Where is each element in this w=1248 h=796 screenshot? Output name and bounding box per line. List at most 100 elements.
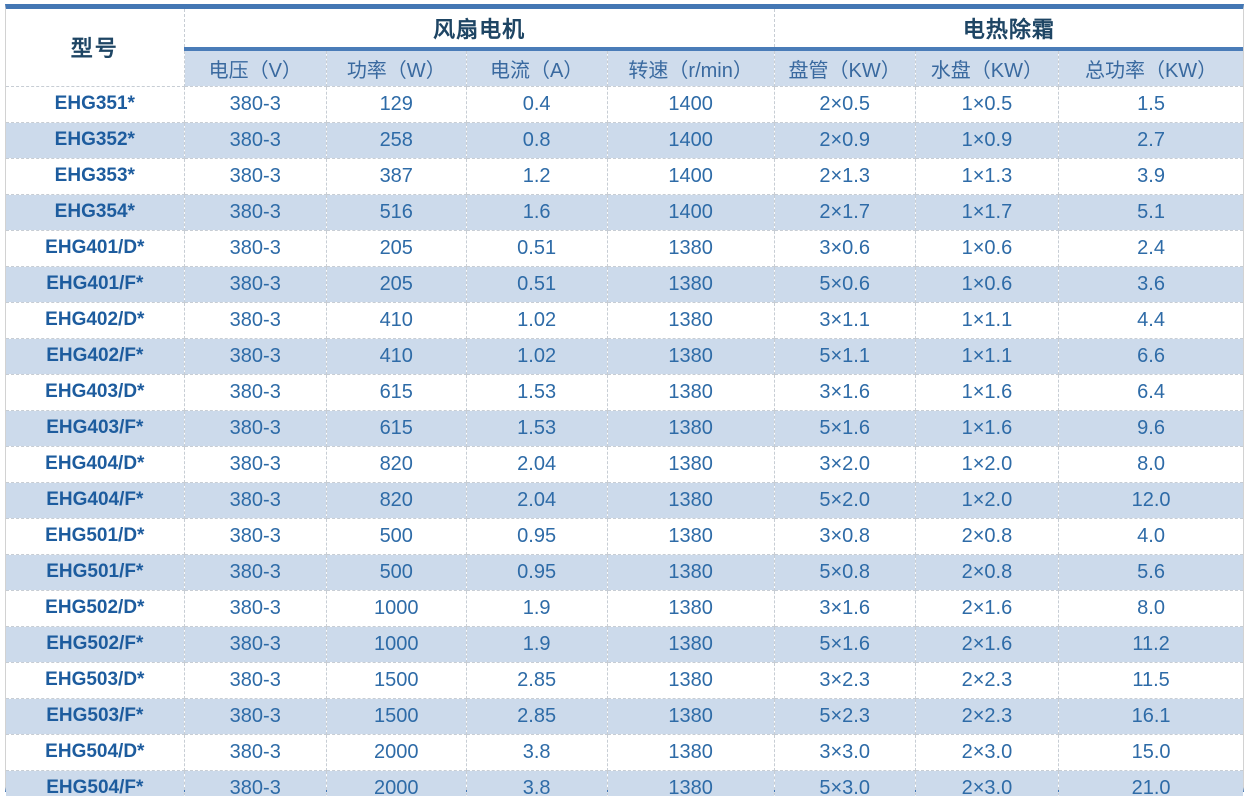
value-cell: 3×1.1 (773, 301, 916, 339)
table-frame: 型号 风扇电机 电热除霜 电压（V） 功率（W） 电流（A） 转速（r/min）… (5, 4, 1244, 796)
value-cell: 16.1 (1058, 697, 1243, 735)
value-cell: 1×0.5 (914, 85, 1060, 123)
model-cell: EHG354* (6, 193, 185, 231)
value-cell: 2×1.7 (773, 193, 916, 231)
value-cell: 1380 (606, 373, 775, 411)
value-cell: 11.5 (1058, 661, 1243, 699)
model-cell: EHG352* (6, 121, 185, 159)
table-row: EHG502/F* 380-3 1000 1.9 1380 5×1.6 2×1.6 11.2 (6, 625, 1243, 663)
table-row: EHG401/D* 380-3 205 0.51 1380 3×0.6 1×0.6 2.4 (6, 229, 1243, 267)
value-cell: 380-3 (183, 445, 327, 483)
value-cell: 380-3 (183, 301, 327, 339)
value-cell: 1380 (606, 589, 775, 627)
value-cell: 1500 (325, 661, 467, 699)
value-cell: 1×2.0 (914, 445, 1060, 483)
value-cell: 1380 (606, 481, 775, 519)
value-cell: 3×1.6 (773, 589, 916, 627)
value-cell: 1380 (606, 301, 775, 339)
value-cell: 380-3 (183, 85, 327, 123)
value-cell: 410 (325, 301, 467, 339)
value-cell: 6.4 (1058, 373, 1243, 411)
table-row: EHG402/D* 380-3 410 1.02 1380 3×1.1 1×1.1 4.4 (6, 301, 1243, 339)
value-cell: 1380 (606, 661, 775, 699)
model-cell: EHG402/D* (6, 301, 185, 339)
value-cell: 2×2.3 (914, 697, 1060, 735)
model-cell: EHG401/F* (6, 265, 185, 303)
table-row: EHG504/F* 380-3 2000 3.8 1380 5×3.0 2×3.0 21.0 (6, 769, 1243, 796)
value-cell: 2×0.8 (914, 553, 1060, 591)
value-cell: 8.0 (1058, 589, 1243, 627)
value-cell: 8.0 (1058, 445, 1243, 483)
value-cell: 5×2.0 (773, 481, 916, 519)
column-header-drain-pan: 水盘（KW） (914, 48, 1060, 87)
value-cell: 1×1.6 (914, 373, 1060, 411)
value-cell: 387 (325, 157, 467, 195)
value-cell: 3×0.8 (773, 517, 916, 555)
value-cell: 1.53 (465, 409, 608, 447)
value-cell: 820 (325, 445, 467, 483)
value-cell: 380-3 (183, 409, 327, 447)
value-cell: 380-3 (183, 553, 327, 591)
value-cell: 1380 (606, 445, 775, 483)
value-cell: 2×0.9 (773, 121, 916, 159)
value-cell: 1.9 (465, 625, 608, 663)
value-cell: 2.7 (1058, 121, 1243, 159)
table-row: EHG352* 380-3 258 0.8 1400 2×0.9 1×0.9 2.7 (6, 121, 1243, 159)
value-cell: 3×3.0 (773, 733, 916, 771)
value-cell: 1380 (606, 553, 775, 591)
value-cell: 2×1.6 (914, 589, 1060, 627)
value-cell: 2×0.5 (773, 85, 916, 123)
value-cell: 12.0 (1058, 481, 1243, 519)
value-cell: 3.6 (1058, 265, 1243, 303)
value-cell: 3×0.6 (773, 229, 916, 267)
value-cell: 4.4 (1058, 301, 1243, 339)
value-cell: 1380 (606, 337, 775, 375)
value-cell: 380-3 (183, 373, 327, 411)
value-cell: 1.53 (465, 373, 608, 411)
value-cell: 1.02 (465, 337, 608, 375)
value-cell: 5×0.6 (773, 265, 916, 303)
value-cell: 615 (325, 409, 467, 447)
value-cell: 11.2 (1058, 625, 1243, 663)
value-cell: 2×1.6 (914, 625, 1060, 663)
value-cell: 1380 (606, 625, 775, 663)
table-row: EHG404/D* 380-3 820 2.04 1380 3×2.0 1×2.0 8.0 (6, 445, 1243, 483)
value-cell: 1380 (606, 697, 775, 735)
value-cell: 500 (325, 517, 467, 555)
table-row: EHG501/F* 380-3 500 0.95 1380 5×0.8 2×0.8 5.6 (6, 553, 1243, 591)
model-cell: EHG503/D* (6, 661, 185, 699)
value-cell: 615 (325, 373, 467, 411)
table-row: EHG402/F* 380-3 410 1.02 1380 5×1.1 1×1.1 6.6 (6, 337, 1243, 375)
column-header-model: 型号 (6, 9, 185, 87)
value-cell: 1×1.6 (914, 409, 1060, 447)
value-cell: 5×0.8 (773, 553, 916, 591)
value-cell: 1×0.6 (914, 229, 1060, 267)
value-cell: 1380 (606, 265, 775, 303)
table-row: EHG502/D* 380-3 1000 1.9 1380 3×1.6 2×1.6 8.0 (6, 589, 1243, 627)
value-cell: 1380 (606, 517, 775, 555)
value-cell: 5×1.1 (773, 337, 916, 375)
value-cell: 1×1.7 (914, 193, 1060, 231)
table-row: EHG501/D* 380-3 500 0.95 1380 3×0.8 2×0.8 4.0 (6, 517, 1243, 555)
model-cell: EHG353* (6, 157, 185, 195)
table-row: EHG503/F* 380-3 1500 2.85 1380 5×2.3 2×2.3 16.1 (6, 697, 1243, 735)
value-cell: 380-3 (183, 121, 327, 159)
column-header-total-power: 总功率（KW） (1058, 48, 1243, 87)
sub-header-row: 电压（V） 功率（W） 电流（A） 转速（r/min） 盘管（KW） 水盘（KW… (6, 48, 1243, 87)
value-cell: 2000 (325, 769, 467, 796)
value-cell: 2×1.3 (773, 157, 916, 195)
value-cell: 2.04 (465, 445, 608, 483)
value-cell: 380-3 (183, 625, 327, 663)
value-cell: 1×1.3 (914, 157, 1060, 195)
model-cell: EHG351* (6, 85, 185, 123)
value-cell: 0.51 (465, 265, 608, 303)
value-cell: 1380 (606, 733, 775, 771)
value-cell: 6.6 (1058, 337, 1243, 375)
model-cell: EHG403/F* (6, 409, 185, 447)
value-cell: 3.9 (1058, 157, 1243, 195)
value-cell: 380-3 (183, 769, 327, 796)
value-cell: 3×2.0 (773, 445, 916, 483)
table-row: EHG353* 380-3 387 1.2 1400 2×1.3 1×1.3 3.9 (6, 157, 1243, 195)
value-cell: 0.8 (465, 121, 608, 159)
